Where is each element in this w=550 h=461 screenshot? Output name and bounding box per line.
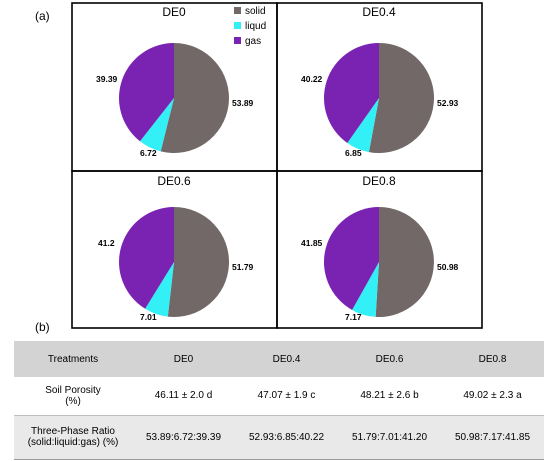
table-cell: 49.02 ± 2.3 a bbox=[463, 390, 522, 402]
legend-label-liquid: liqud bbox=[245, 21, 266, 32]
row-label-cell: Three-Phase Ratio (solid:liquid:gas) (%) bbox=[14, 415, 132, 459]
table-cell: 48.21 ± 2.6 b bbox=[360, 390, 419, 402]
table-row: Soil Porosity (%) 46.11 ± 2.0 d 47.07 ± … bbox=[14, 377, 544, 415]
row-sublabel: (%) bbox=[65, 395, 81, 407]
legend-swatch-gas bbox=[234, 37, 241, 44]
legend-label-gas: gas bbox=[245, 36, 261, 47]
pie-slice-solid bbox=[167, 207, 230, 317]
pie-de0: DE0 53.89 6.72 39.39 bbox=[96, 5, 254, 158]
pie-slice-gas bbox=[119, 207, 174, 309]
slice-label-solid: 53.89 bbox=[232, 98, 254, 108]
pie-slice-gas bbox=[323, 43, 379, 143]
panel-frames bbox=[71, 2, 483, 329]
pie-layer: DE053.896.7239.39DE0.452.936.8540.22DE0.… bbox=[96, 5, 459, 322]
results-table: Treatments DE0 DE0.4 DE0.6 DE0.8 Soil Po… bbox=[14, 341, 544, 460]
pie-title: DE0.6 bbox=[157, 174, 191, 188]
row-label: Three-Phase Ratio bbox=[31, 426, 115, 437]
row-label-cell: Soil Porosity (%) bbox=[14, 377, 132, 415]
pie-de06: DE0.6 51.79 7.01 41.2 bbox=[98, 174, 254, 322]
slice-label-gas: 41.2 bbox=[98, 238, 115, 248]
pie-slice-solid bbox=[160, 43, 229, 153]
slice-label-solid: 50.98 bbox=[437, 262, 459, 272]
slice-label-gas: 39.39 bbox=[96, 74, 118, 84]
slice-label-gas: 40.22 bbox=[301, 74, 323, 84]
panel-a-label: (a) bbox=[35, 9, 50, 23]
row-label: Soil Porosity bbox=[45, 384, 101, 396]
panel-frame-de08 bbox=[276, 170, 483, 329]
legend-label-solid: solid bbox=[245, 6, 266, 17]
pie-de04: DE0.4 52.93 6.85 40.22 bbox=[301, 5, 459, 158]
legend: solid liqud gas bbox=[234, 6, 266, 47]
slice-label-liquid: 6.85 bbox=[345, 148, 362, 158]
header-cell: DE0.8 bbox=[478, 353, 507, 365]
pie-slice-gas bbox=[323, 206, 379, 310]
pie-slice-solid bbox=[368, 43, 435, 153]
header-cell: DE0.6 bbox=[375, 353, 404, 365]
table-header-row: Treatments DE0 DE0.4 DE0.6 DE0.8 bbox=[14, 341, 544, 377]
legend-swatch-liquid bbox=[234, 22, 241, 29]
table-cell: 50.98:7.17:41.85 bbox=[454, 431, 531, 443]
header-cell: DE0.4 bbox=[272, 353, 301, 365]
pie-slice-liquid bbox=[347, 98, 379, 153]
table-cell: 52.93:6.85:40.22 bbox=[248, 431, 325, 443]
table-cell: 53.89:6.72:39.39 bbox=[145, 431, 222, 443]
pie-de08: DE0.8 50.98 7.17 41.85 bbox=[301, 174, 459, 322]
slice-label-liquid: 7.01 bbox=[140, 312, 157, 322]
header-cell: DE0 bbox=[173, 353, 194, 365]
table-row: Three-Phase Ratio (solid:liquid:gas) (%)… bbox=[14, 415, 544, 459]
pie-title: DE0.4 bbox=[362, 5, 396, 19]
pie-title: DE0.8 bbox=[362, 174, 396, 188]
header-cell: Treatments bbox=[47, 353, 99, 365]
panel-b-label: (b) bbox=[35, 320, 50, 334]
legend-swatch-solid bbox=[234, 7, 241, 14]
table-cell: 46.11 ± 2.0 d bbox=[154, 390, 213, 402]
pie-slice-solid bbox=[375, 207, 434, 317]
slice-label-solid: 52.93 bbox=[437, 98, 459, 108]
slice-label-solid: 51.79 bbox=[232, 262, 254, 272]
table-cell: 51.79:7.01:41.20 bbox=[351, 431, 428, 443]
pie-slice-gas bbox=[119, 43, 174, 142]
row-sublabel: (solid:liquid:gas) (%) bbox=[27, 437, 119, 448]
pie-title: DE0 bbox=[162, 5, 186, 19]
slice-label-gas: 41.85 bbox=[301, 238, 323, 248]
slice-label-liquid: 6.72 bbox=[140, 148, 157, 158]
slice-label-liquid: 7.17 bbox=[345, 312, 362, 322]
pie-slice-liquid bbox=[145, 262, 174, 317]
table-cell: 47.07 ± 1.9 c bbox=[257, 390, 316, 402]
pie-slice-liquid bbox=[352, 262, 379, 317]
pie-charts-grid: DE053.896.7239.39DE0.452.936.8540.22DE0.… bbox=[71, 2, 483, 329]
pie-slice-liquid bbox=[139, 98, 174, 152]
